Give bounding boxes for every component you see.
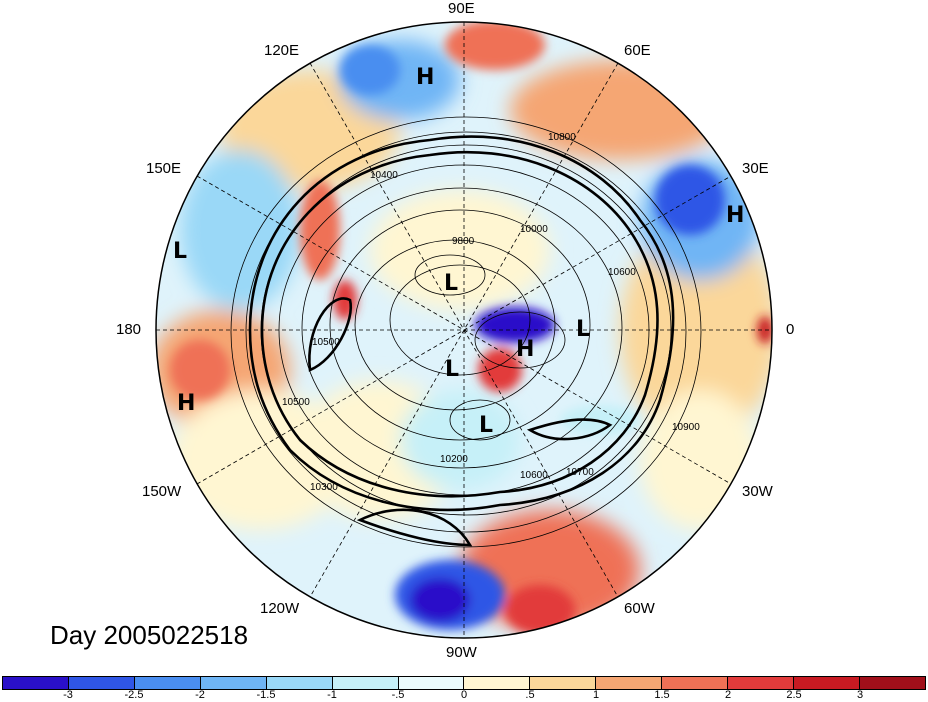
- low-pressure-center: L: [173, 239, 187, 264]
- colorbar-cell: [794, 677, 860, 689]
- lon-label-0: 0: [786, 321, 795, 338]
- contour-label: 10800: [548, 132, 576, 143]
- colorbar-tick-label: -2.5: [124, 689, 144, 701]
- lon-label-90w: 90W: [446, 644, 477, 661]
- colorbar-tick-label: 0: [460, 689, 468, 701]
- low-pressure-center: L: [445, 357, 459, 382]
- contour-label: 10600: [608, 267, 636, 278]
- high-pressure-center: H: [177, 391, 195, 416]
- pressure-centers: H H L L L H L L H: [173, 65, 744, 438]
- colorbar-cell: [596, 677, 663, 689]
- jet-stream-contours: [248, 135, 675, 547]
- lon-label-180: 180: [116, 321, 142, 338]
- anomaly-shading: [156, 22, 772, 638]
- colorbar-tick-label: 1: [592, 689, 600, 701]
- low-pressure-center: L: [479, 413, 493, 438]
- contour-label: 10900: [672, 422, 700, 433]
- contour-label: 9800: [452, 236, 475, 247]
- contour-labels: 9800 10000 10400 10500 10600 10700 10800…: [282, 132, 700, 493]
- colorbar-cell: [68, 677, 135, 689]
- colorbar-cell: [728, 677, 795, 689]
- low-pressure-center: L: [444, 271, 458, 296]
- colorbar-cell: [3, 677, 69, 689]
- colorbar-tick-label: -3: [63, 689, 73, 701]
- colorbar-cell: [398, 677, 465, 689]
- colorbar-cell: [200, 677, 267, 689]
- colorbar-cell: [662, 677, 729, 689]
- colorbar: [2, 676, 926, 690]
- map-boundary: [155, 21, 773, 639]
- colorbar-ticks: -3 -2.5 -2 -1.5 -1 -.5 0 .5 1 1.5 2 2.5 3: [2, 689, 926, 702]
- high-pressure-center: H: [516, 337, 534, 362]
- low-pressure-center: L: [576, 317, 590, 342]
- polar-stereographic-map: 9800 10000 10400 10500 10600 10700 10800…: [155, 21, 773, 639]
- colorbar-tick-label: 1.5: [654, 689, 670, 701]
- colorbar-tick-label: -2: [195, 689, 205, 701]
- lon-label-60w: 60W: [624, 600, 655, 617]
- high-pressure-center: H: [416, 65, 434, 90]
- high-pressure-center: H: [726, 203, 744, 228]
- graticule: [156, 22, 772, 638]
- colorbar-cell: [134, 677, 201, 689]
- lon-label-120e: 120E: [264, 42, 300, 59]
- colorbar-tick-label: 2: [724, 689, 732, 701]
- day-title: Day 2005022518: [50, 620, 249, 650]
- colorbar-tick-label: .5: [525, 689, 535, 701]
- colorbar-cell: [530, 677, 597, 689]
- colorbar-tick-label: -.5: [391, 689, 405, 701]
- contour-label: 10600: [520, 470, 548, 481]
- colorbar-cell: [332, 677, 399, 689]
- contour-label: 10700: [566, 467, 594, 478]
- contour-label: 10500: [312, 337, 340, 348]
- lon-label-150e: 150E: [146, 160, 182, 177]
- lon-label-60e: 60E: [624, 42, 651, 59]
- lon-label-30w: 30W: [742, 483, 773, 500]
- colorbar-cell: [859, 677, 925, 689]
- colorbar-tick-label: 3: [856, 689, 864, 701]
- colorbar-tick-label: -1.5: [256, 689, 276, 701]
- contour-label: 10400: [370, 170, 398, 181]
- lon-label-90e: 90E: [448, 0, 475, 17]
- colorbar-tick-label: -1: [327, 689, 337, 701]
- colorbar-cell: [266, 677, 333, 689]
- colorbar-cell: [464, 677, 531, 689]
- contour-label: 10500: [282, 397, 310, 408]
- colorbar-tick-label: 2.5: [786, 689, 802, 701]
- lon-label-150w: 150W: [142, 483, 182, 500]
- contour-label: 10300: [310, 482, 338, 493]
- contour-label: 10200: [440, 454, 468, 465]
- contour-label: 10000: [520, 224, 548, 235]
- lon-label-30e: 30E: [742, 160, 769, 177]
- lon-label-120w: 120W: [260, 600, 300, 617]
